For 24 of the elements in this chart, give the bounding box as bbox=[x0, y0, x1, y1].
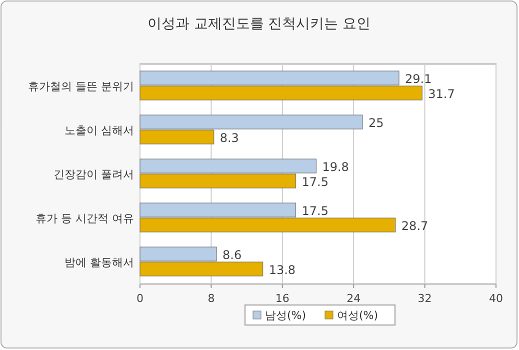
x-tick-label: 0 bbox=[136, 292, 144, 305]
data-label: 17.5 bbox=[302, 204, 328, 218]
data-label: 8.6 bbox=[222, 248, 242, 262]
data-label: 17.5 bbox=[302, 175, 328, 189]
chart-title: 이성과 교제진도를 진척시키는 요인 bbox=[147, 16, 371, 32]
x-tick-label: 32 bbox=[418, 292, 432, 305]
x-tick-label: 8 bbox=[208, 292, 215, 305]
data-label: 25 bbox=[368, 116, 384, 130]
x-tick-label: 40 bbox=[489, 292, 503, 305]
y-tick-label: 밤에 활동해서 bbox=[64, 256, 134, 269]
data-label: 28.7 bbox=[401, 219, 428, 233]
legend-label: 여성(%) bbox=[337, 309, 378, 322]
data-label: 31.7 bbox=[428, 87, 455, 101]
x-tick-label: 16 bbox=[275, 292, 290, 305]
legend-label: 남성(%) bbox=[265, 309, 306, 322]
y-tick-label: 노출이 심해서 bbox=[64, 124, 134, 137]
y-tick-label: 긴장감이 풀려서 bbox=[54, 168, 134, 181]
data-label: 19.8 bbox=[322, 160, 349, 174]
x-tick-label: 24 bbox=[346, 292, 361, 305]
y-tick-label: 휴가철의 들뜬 분위기 bbox=[28, 80, 134, 93]
data-label: 8.3 bbox=[220, 131, 239, 145]
data-label: 29.1 bbox=[404, 72, 432, 86]
data-label: 13.8 bbox=[268, 263, 296, 277]
y-tick-label: 휴가 등 시간적 여유 bbox=[36, 212, 134, 225]
